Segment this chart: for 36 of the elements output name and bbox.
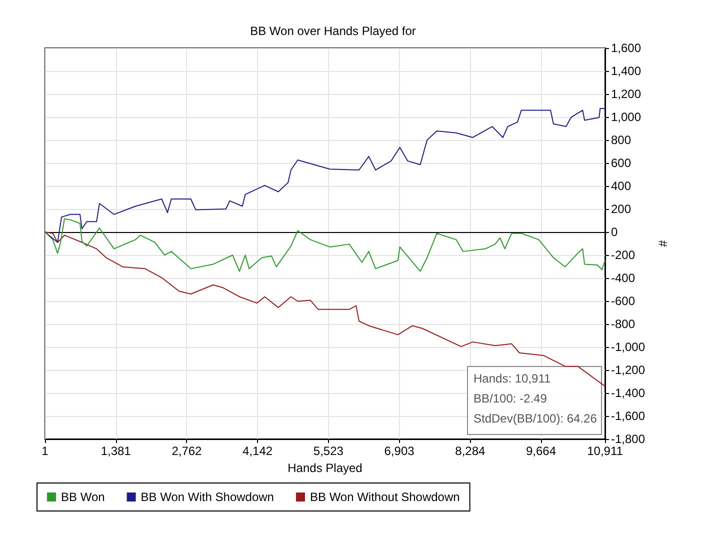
legend-label: BB Won With Showdown	[140, 490, 274, 504]
x-tick-label: 1	[42, 444, 49, 458]
y-tick-label: -1,800	[611, 432, 646, 446]
y-tick-label: -200	[611, 248, 636, 262]
chart-title: BB Won over Hands Played for	[250, 24, 416, 38]
y-tick-label: 200	[611, 202, 632, 216]
y-tick-label: 1,000	[611, 110, 642, 124]
annotation: Hands: 10,911	[474, 372, 551, 386]
x-tick-label: 4,142	[242, 444, 273, 458]
y-tick-label: 800	[611, 133, 632, 147]
x-tick-label: 10,911	[587, 444, 624, 458]
y-tick-label: -1,000	[611, 340, 646, 354]
y-tick-label: -1,400	[611, 386, 646, 400]
y-tick-label: -1,600	[611, 409, 646, 423]
x-tick-label: 9,664	[526, 444, 556, 458]
x-tick-label: 8,284	[455, 444, 486, 458]
x-tick-label: 6,903	[384, 444, 415, 458]
y-tick-label: 1,400	[611, 64, 642, 78]
x-axis-title: Hands Played	[288, 460, 362, 475]
y-tick-label: 400	[611, 179, 632, 193]
y-tick-label: -1,200	[611, 363, 646, 377]
annotation: BB/100: -2.49	[474, 392, 548, 406]
legend-label: BB Won	[61, 490, 105, 504]
x-tick-label: 5,523	[313, 444, 344, 458]
x-tick-label: 2,762	[172, 444, 202, 458]
x-tick-label: 1,381	[100, 444, 132, 458]
y-tick-label: 1,200	[611, 87, 642, 101]
y-tick-label: -400	[611, 271, 636, 285]
y-tick-label: -800	[611, 317, 636, 331]
annotation: StdDev(BB/100): 64.26	[474, 412, 598, 426]
legend-label: BB Won Without Showdown	[310, 490, 460, 504]
y-axis-title: #	[656, 240, 670, 247]
y-tick-label: 600	[611, 156, 632, 170]
y-tick-label: 1,600	[611, 41, 642, 55]
y-tick-label: -600	[611, 294, 636, 308]
y-tick-label: 0	[611, 225, 618, 239]
